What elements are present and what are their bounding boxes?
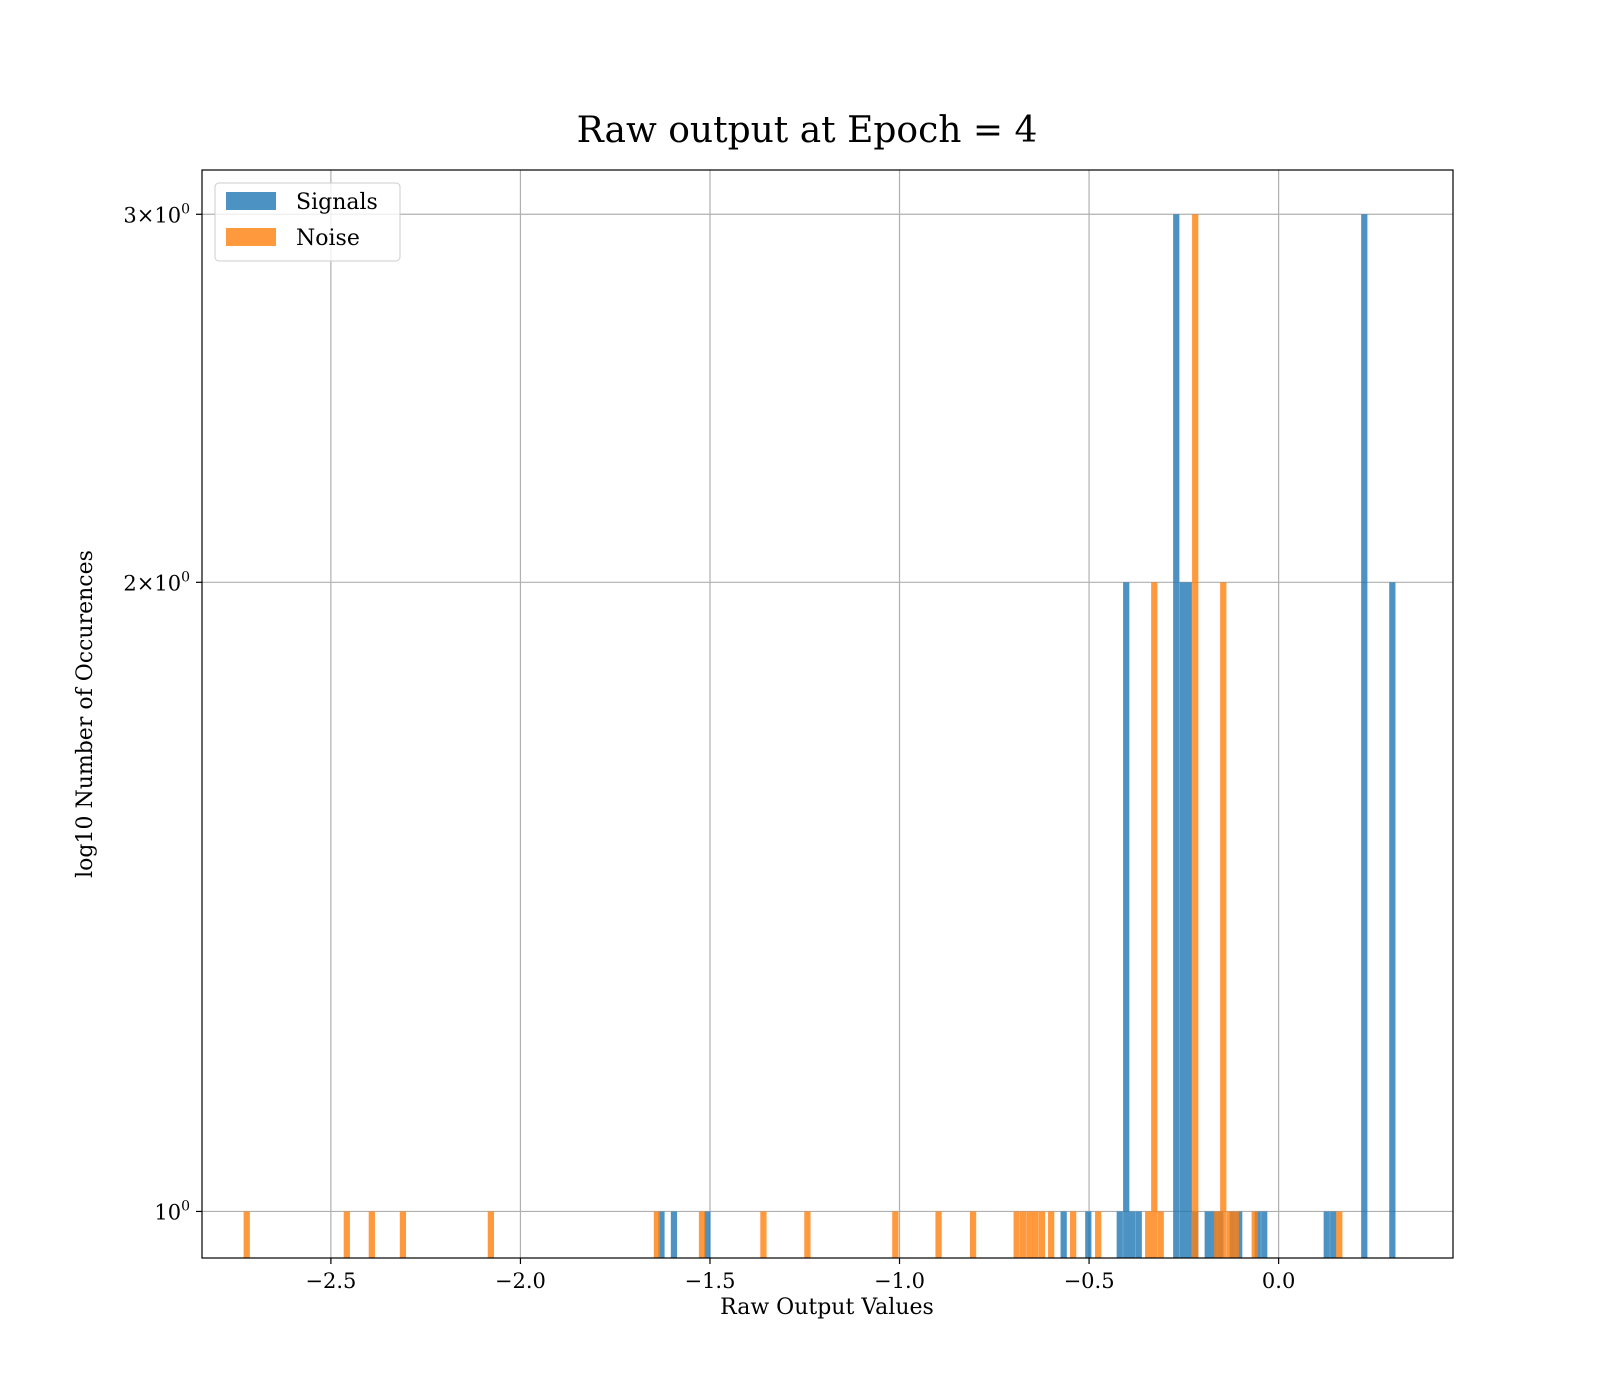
bar-noise xyxy=(1214,1211,1221,1258)
bar-noise xyxy=(1192,214,1199,1258)
bar-signals xyxy=(670,1211,678,1258)
bar-noise xyxy=(1157,1211,1164,1258)
bar-signals xyxy=(1236,1211,1243,1258)
legend-label-signals: Signals xyxy=(296,190,378,215)
bar-noise xyxy=(1038,1211,1046,1258)
x-tick-label: −2.5 xyxy=(305,1269,356,1293)
chart-title: Raw output at Epoch = 4 xyxy=(577,110,1038,151)
legend-label-noise: Noise xyxy=(296,226,360,251)
bar-signals xyxy=(1085,1211,1092,1258)
bar-noise xyxy=(1048,1211,1055,1258)
bar-noise xyxy=(935,1211,942,1258)
bar-noise xyxy=(892,1211,899,1258)
bar-noise xyxy=(1032,1211,1039,1258)
bar-signals xyxy=(658,1211,665,1258)
bar-noise xyxy=(343,1211,350,1258)
bar-noise xyxy=(804,1211,811,1258)
bar-signals xyxy=(1323,1211,1330,1258)
x-tick-label: −0.5 xyxy=(1064,1269,1115,1293)
x-tick-label: −2.0 xyxy=(495,1269,546,1293)
y-tick-label: 100 xyxy=(154,1198,190,1224)
y-axis-ticks: 100 2×100 3×100 xyxy=(123,201,202,1224)
bar-noise xyxy=(487,1211,494,1258)
bar-noise xyxy=(1232,1211,1239,1258)
bar-noise xyxy=(1151,582,1158,1258)
bar-signals xyxy=(1123,582,1130,1258)
bar-noise xyxy=(1026,1211,1033,1258)
x-axis-ticks: −2.5 −2.0 −1.5 −1.0 −0.5 0.0 xyxy=(305,1258,1295,1293)
bar-noise xyxy=(969,1211,977,1258)
bar-signals xyxy=(1179,582,1186,1258)
y-tick-label: 2×100 xyxy=(123,569,190,595)
histogram-bars xyxy=(243,214,1396,1258)
bar-signals xyxy=(1173,214,1180,1258)
bar-noise xyxy=(1220,582,1227,1258)
bar-signals xyxy=(1204,1211,1211,1258)
x-tick-label: −1.5 xyxy=(684,1269,735,1293)
series-signals xyxy=(658,214,1396,1258)
bar-signals xyxy=(1361,214,1368,1258)
bar-signals xyxy=(1389,582,1396,1258)
bar-noise xyxy=(1070,1211,1077,1258)
grid-lines xyxy=(202,170,1453,1258)
x-tick-label: −1.0 xyxy=(874,1269,925,1293)
bar-signals xyxy=(1129,1211,1136,1258)
bar-signals xyxy=(1135,1211,1142,1258)
bar-noise xyxy=(698,1211,706,1258)
bar-signals xyxy=(1060,1211,1067,1258)
bar-noise xyxy=(1019,1211,1027,1258)
x-axis-label: Raw Output Values xyxy=(720,1295,934,1320)
bar-noise xyxy=(1336,1211,1343,1258)
legend: Signals Noise xyxy=(214,182,401,262)
x-tick-label: 0.0 xyxy=(1262,1269,1295,1293)
bar-noise xyxy=(1251,1211,1258,1258)
bar-noise xyxy=(399,1211,407,1258)
y-axis-label: log10 Number of Occurences xyxy=(73,550,98,878)
bar-noise xyxy=(653,1211,661,1258)
bar-signals xyxy=(1185,582,1192,1258)
plot-frame xyxy=(201,169,1454,1259)
bar-signals xyxy=(1210,1211,1217,1258)
legend-swatch-noise xyxy=(226,228,276,246)
bar-noise xyxy=(243,1211,250,1258)
bar-noise xyxy=(1013,1211,1020,1258)
y-tick-label: 3×100 xyxy=(123,201,190,227)
series-noise xyxy=(243,214,1343,1258)
bar-noise xyxy=(760,1211,767,1258)
bar-noise xyxy=(1145,1211,1152,1258)
bar-signals xyxy=(1330,1211,1337,1258)
bar-signals xyxy=(1261,1211,1268,1258)
bar-noise xyxy=(368,1211,375,1258)
bar-noise xyxy=(1095,1211,1102,1258)
bar-noise xyxy=(1226,1211,1233,1258)
bar-signals xyxy=(704,1211,711,1258)
legend-swatch-signals xyxy=(226,192,276,210)
bar-signals xyxy=(1116,1211,1123,1258)
